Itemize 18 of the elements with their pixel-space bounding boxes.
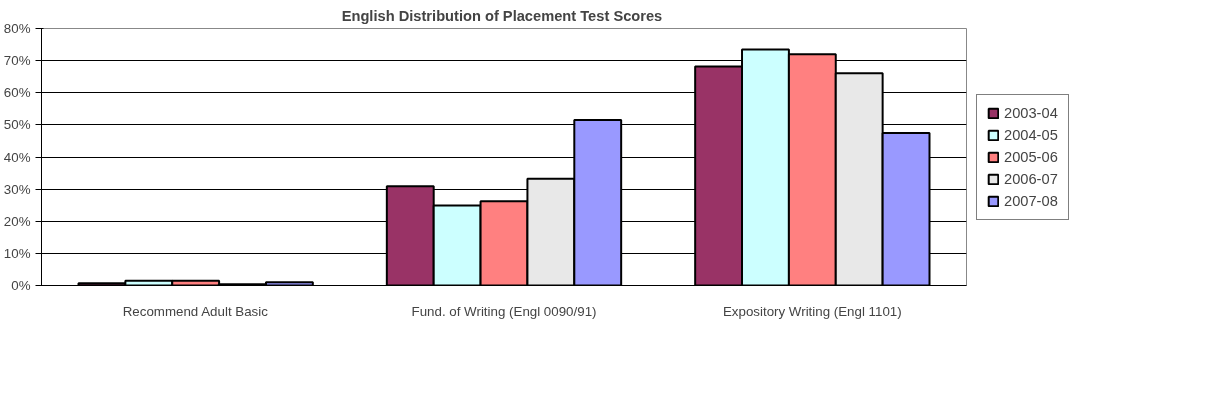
x-tick-label: Fund. of Writing (Engl 0090/91) xyxy=(411,303,597,319)
y-tick-label: 50% xyxy=(3,117,31,133)
legend-label: 2007-08 xyxy=(1004,192,1058,209)
legend-label: 2005-06 xyxy=(1004,148,1058,165)
chart-title: English Distribution of Placement Test Scores xyxy=(341,7,663,24)
y-tick-label: 60% xyxy=(3,85,31,101)
y-tick-label: 0% xyxy=(11,278,31,293)
legend-label: 2004-05 xyxy=(1004,126,1058,143)
x-tick-label: Expository Writing (Engl 1101) xyxy=(722,303,902,319)
legend-label: 2003-04 xyxy=(1004,104,1058,121)
legend-label: 2006-07 xyxy=(1004,170,1058,187)
y-tick-label: 30% xyxy=(3,181,31,197)
y-tick-label: 20% xyxy=(3,213,31,229)
y-tick-label: 40% xyxy=(3,149,31,165)
y-tick-label: 70% xyxy=(3,53,31,69)
x-tick-label: Recommend Adult Basic xyxy=(122,303,269,319)
y-tick-label: 10% xyxy=(3,245,31,261)
y-tick-label: 80% xyxy=(3,21,31,36)
